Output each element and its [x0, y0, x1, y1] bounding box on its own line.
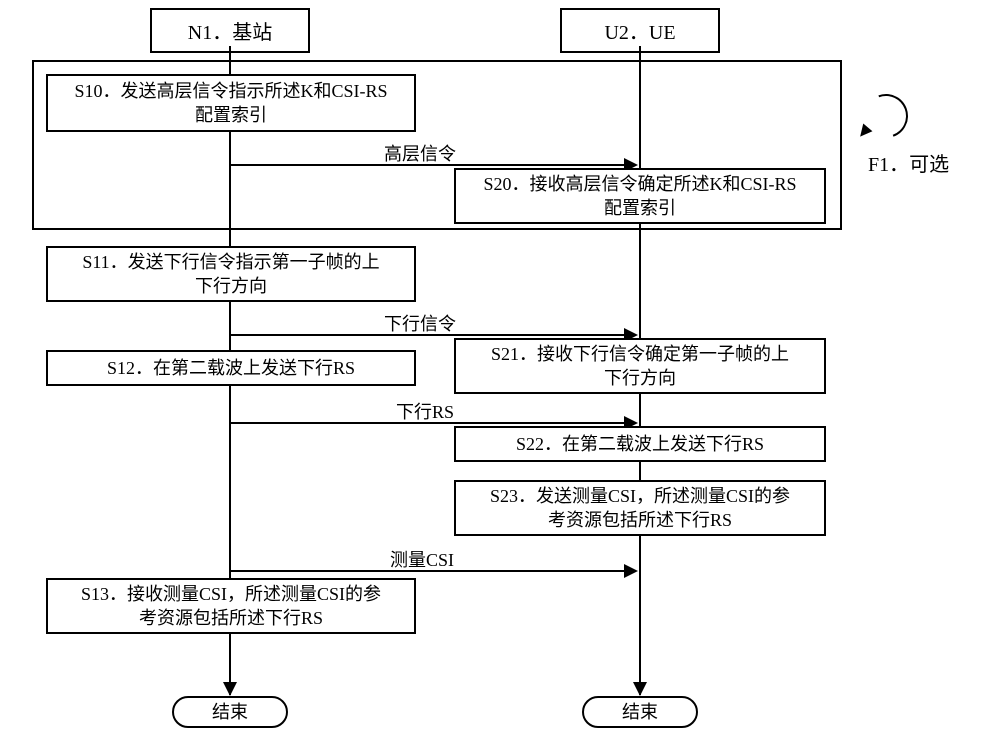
msg-arrow-4 — [231, 570, 626, 572]
msg-arrow-2 — [231, 334, 626, 336]
msg-arrow-3 — [231, 422, 626, 424]
step-s22: S22．在第二载波上发送下行RS — [454, 426, 826, 462]
step-s12: S12．在第二载波上发送下行RS — [46, 350, 416, 386]
end-arrow-right — [633, 682, 647, 696]
end-arrow-left — [223, 682, 237, 696]
end-left: 结束 — [172, 696, 288, 728]
msg-arrow-4-head — [624, 564, 638, 578]
step-s13: S13．接收测量CSI，所述测量CSI的参 考资源包括所述下行RS — [46, 578, 416, 634]
step-s23: S23．发送测量CSI，所述测量CSI的参 考资源包括所述下行RS — [454, 480, 826, 536]
msg-label-4: 测量CSI — [386, 546, 458, 572]
optional-note: F1．可选 — [868, 148, 949, 177]
msg-label-2: 下行信令 — [380, 310, 460, 336]
msg-arrow-1 — [231, 164, 626, 166]
msg-label-3: 下行RS — [392, 398, 458, 424]
step-s21: S21．接收下行信令确定第一子帧的上 下行方向 — [454, 338, 826, 394]
step-s10: S10．发送高层信令指示所述K和CSI-RS 配置索引 — [46, 74, 416, 132]
msg-label-1: 高层信令 — [380, 140, 460, 166]
step-s11: S11．发送下行信令指示第一子帧的上 下行方向 — [46, 246, 416, 302]
end-right: 结束 — [582, 696, 698, 728]
step-s20: S20．接收高层信令确定所述K和CSI-RS 配置索引 — [454, 168, 826, 224]
